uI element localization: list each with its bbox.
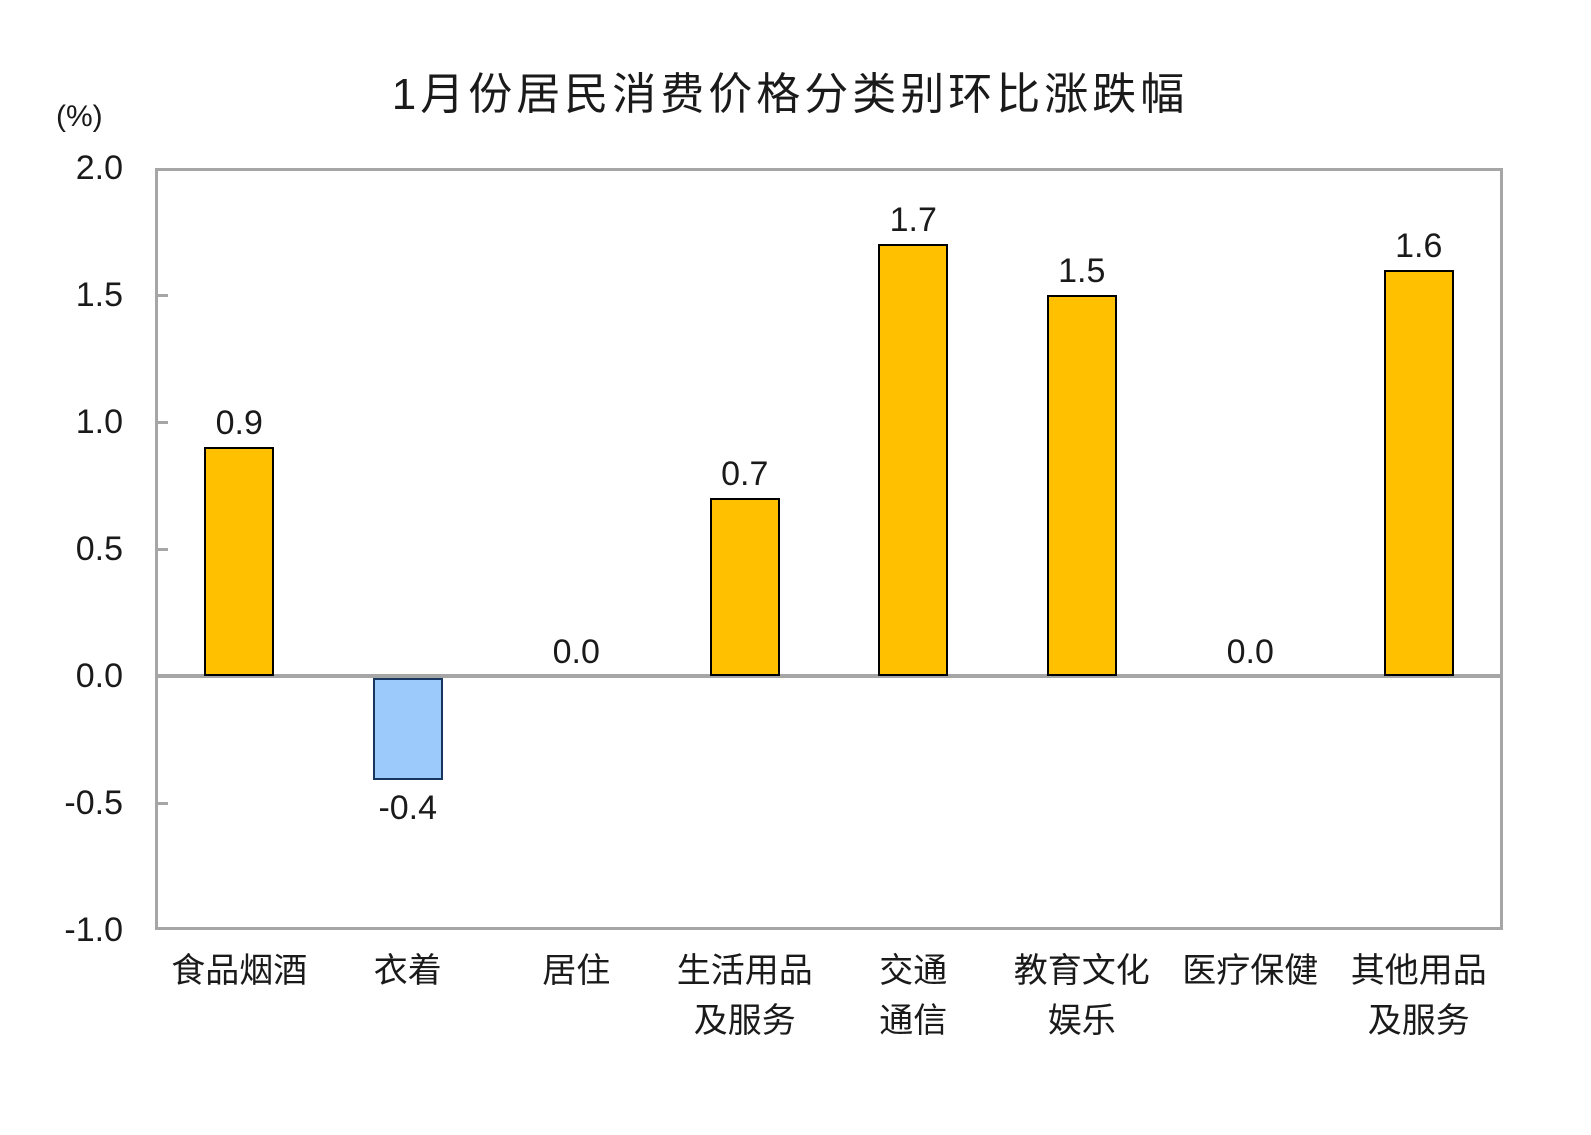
x-category-label-7: 其他用品 及服务 — [1350, 952, 1487, 1040]
bar-7 — [1383, 269, 1454, 676]
y-axis-unit-label: (%) — [56, 100, 103, 133]
x-category-label-3: 生活用品 及服务 — [676, 952, 813, 1040]
bar-3 — [709, 498, 780, 676]
x-category-label-2: 居住 — [542, 952, 611, 990]
x-category-label-0: 食品烟酒 — [171, 952, 308, 990]
bar-value-label: 0.9 — [215, 404, 263, 443]
bar-value-label: 0.7 — [721, 455, 769, 494]
y-tick-label: 0.5 — [75, 530, 123, 568]
y-tick-mark — [155, 294, 168, 297]
y-tick-label: 0.0 — [75, 657, 123, 695]
bar-value-label: 1.7 — [889, 201, 937, 240]
y-tick-mark — [155, 802, 168, 805]
bar-value-label: 1.6 — [1395, 226, 1443, 265]
y-tick-label: 1.5 — [75, 276, 123, 314]
plot-area — [155, 168, 1503, 930]
bar-0 — [204, 447, 275, 676]
y-tick-label: -1.0 — [64, 911, 123, 949]
bar-value-label: 0.0 — [552, 633, 600, 671]
x-category-label-1: 衣着 — [373, 952, 442, 990]
x-category-label-4: 交通 通信 — [879, 952, 948, 1040]
bar-value-label: 0.0 — [1226, 633, 1274, 671]
y-tick-label: 1.0 — [75, 403, 123, 441]
y-tick-label: -0.5 — [64, 784, 123, 822]
x-category-label-6: 医疗保健 — [1182, 952, 1319, 990]
bar-value-label: -0.4 — [378, 788, 438, 827]
bar-value-label: 1.5 — [1058, 252, 1106, 290]
chart-title: 1月份居民消费价格分类别环比涨跌幅 — [391, 70, 1189, 119]
bar-4 — [878, 244, 949, 676]
x-category-label-5: 教育文化 娱乐 — [1013, 952, 1150, 1040]
y-tick-mark — [155, 548, 168, 551]
y-tick-mark — [155, 421, 168, 424]
zero-line — [155, 674, 1503, 678]
bar-5 — [1046, 295, 1117, 676]
bar-1 — [372, 678, 443, 780]
y-tick-label: 2.0 — [75, 149, 123, 187]
